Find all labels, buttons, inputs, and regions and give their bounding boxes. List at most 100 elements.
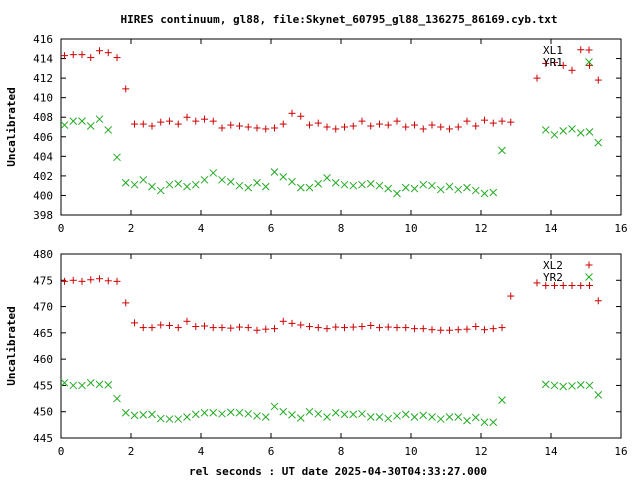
- data-point: [367, 122, 375, 130]
- data-point: [60, 378, 69, 387]
- data-point: [533, 279, 541, 287]
- data-point: [78, 381, 86, 390]
- x-axis-label: rel seconds : UT date 2025-04-30T04:33:2…: [189, 465, 487, 478]
- data-point: [86, 122, 95, 130]
- data-point: [200, 408, 209, 417]
- chart-title: HIRES continuum, gl88, file:Skynet_60795…: [120, 13, 557, 26]
- data-point: [551, 58, 558, 66]
- legend-label: YR1: [543, 56, 563, 69]
- data-point: [209, 408, 218, 417]
- y-tick-label: 475: [33, 274, 53, 287]
- data-point: [384, 184, 393, 193]
- data-point: [288, 177, 296, 186]
- x-tick-label: 4: [198, 445, 205, 458]
- data-point: [463, 117, 471, 125]
- data-point: [296, 183, 305, 192]
- data-point: [192, 323, 200, 331]
- data-point: [87, 54, 95, 62]
- data-point: [69, 276, 77, 284]
- data-point: [349, 410, 358, 419]
- data-point: [253, 412, 261, 420]
- data-point: [113, 277, 121, 285]
- data-point: [594, 391, 603, 399]
- data-point: [541, 126, 550, 134]
- data-point: [148, 324, 156, 332]
- data-point: [306, 323, 313, 331]
- data-point: [279, 407, 288, 416]
- data-point: [305, 183, 314, 192]
- data-point: [480, 189, 489, 198]
- data-point: [113, 394, 121, 403]
- data-point: [393, 324, 401, 332]
- data-point: [436, 415, 445, 423]
- y-axis-label: Uncalibrated: [5, 306, 18, 385]
- data-point: [401, 410, 410, 419]
- legend-marker: [585, 273, 593, 281]
- data-point: [78, 51, 86, 59]
- data-point: [69, 51, 77, 59]
- x-tick-label: 6: [268, 222, 275, 235]
- data-point: [542, 282, 550, 290]
- data-point: [139, 120, 147, 128]
- x-tick-label: 14: [544, 445, 558, 458]
- data-point: [218, 409, 226, 418]
- data-point: [349, 323, 357, 331]
- data-point: [498, 324, 506, 332]
- data-point: [288, 109, 296, 117]
- data-point: [454, 185, 463, 194]
- x-tick-label: 16: [614, 222, 627, 235]
- data-point: [323, 325, 331, 333]
- data-point: [419, 411, 428, 420]
- data-point: [585, 128, 594, 136]
- data-point: [551, 282, 558, 290]
- data-point: [191, 180, 200, 189]
- y-tick-label: 465: [33, 327, 53, 340]
- data-point: [166, 321, 173, 329]
- y-tick-label: 455: [33, 379, 53, 392]
- data-point: [95, 380, 104, 389]
- data-point: [568, 66, 576, 74]
- data-point: [577, 282, 585, 290]
- data-point: [86, 378, 95, 387]
- data-point: [261, 182, 270, 191]
- data-point: [139, 324, 147, 332]
- y-tick-label: 416: [33, 33, 53, 46]
- data-point: [96, 47, 103, 55]
- data-point: [376, 120, 383, 128]
- data-point: [384, 323, 392, 331]
- data-point: [402, 324, 410, 332]
- data-point: [489, 119, 497, 127]
- data-point: [209, 324, 217, 332]
- data-point: [559, 127, 568, 135]
- data-point: [174, 415, 183, 423]
- data-point: [314, 179, 323, 188]
- data-point: [594, 138, 603, 147]
- data-point: [209, 169, 218, 177]
- x-tick-label: 8: [338, 445, 345, 458]
- data-point: [489, 325, 497, 333]
- data-point: [183, 182, 191, 191]
- data-point: [236, 122, 243, 130]
- data-point: [244, 324, 252, 332]
- data-point: [533, 74, 541, 82]
- data-point: [463, 183, 471, 192]
- legend-label: YR2: [543, 271, 563, 284]
- y-tick-label: 406: [33, 131, 53, 144]
- y-tick-label: 404: [33, 150, 53, 163]
- data-point: [576, 381, 585, 389]
- data-point: [218, 124, 226, 132]
- data-point: [183, 317, 191, 325]
- y-tick-label: 470: [33, 301, 53, 314]
- data-point: [279, 173, 288, 181]
- top-panel: 0 2 4 6 8 10 12 14 16 398 400 402 404 406 408 410 412 414…: [5, 33, 628, 235]
- series-YR1: [60, 115, 603, 198]
- data-point: [463, 416, 471, 425]
- data-point: [559, 282, 567, 290]
- data-point: [104, 381, 113, 389]
- x-tick-label: 0: [58, 445, 65, 458]
- data-point: [244, 183, 253, 192]
- data-point: [411, 325, 418, 333]
- data-point: [375, 413, 384, 421]
- data-point: [366, 413, 375, 421]
- data-point: [306, 121, 313, 129]
